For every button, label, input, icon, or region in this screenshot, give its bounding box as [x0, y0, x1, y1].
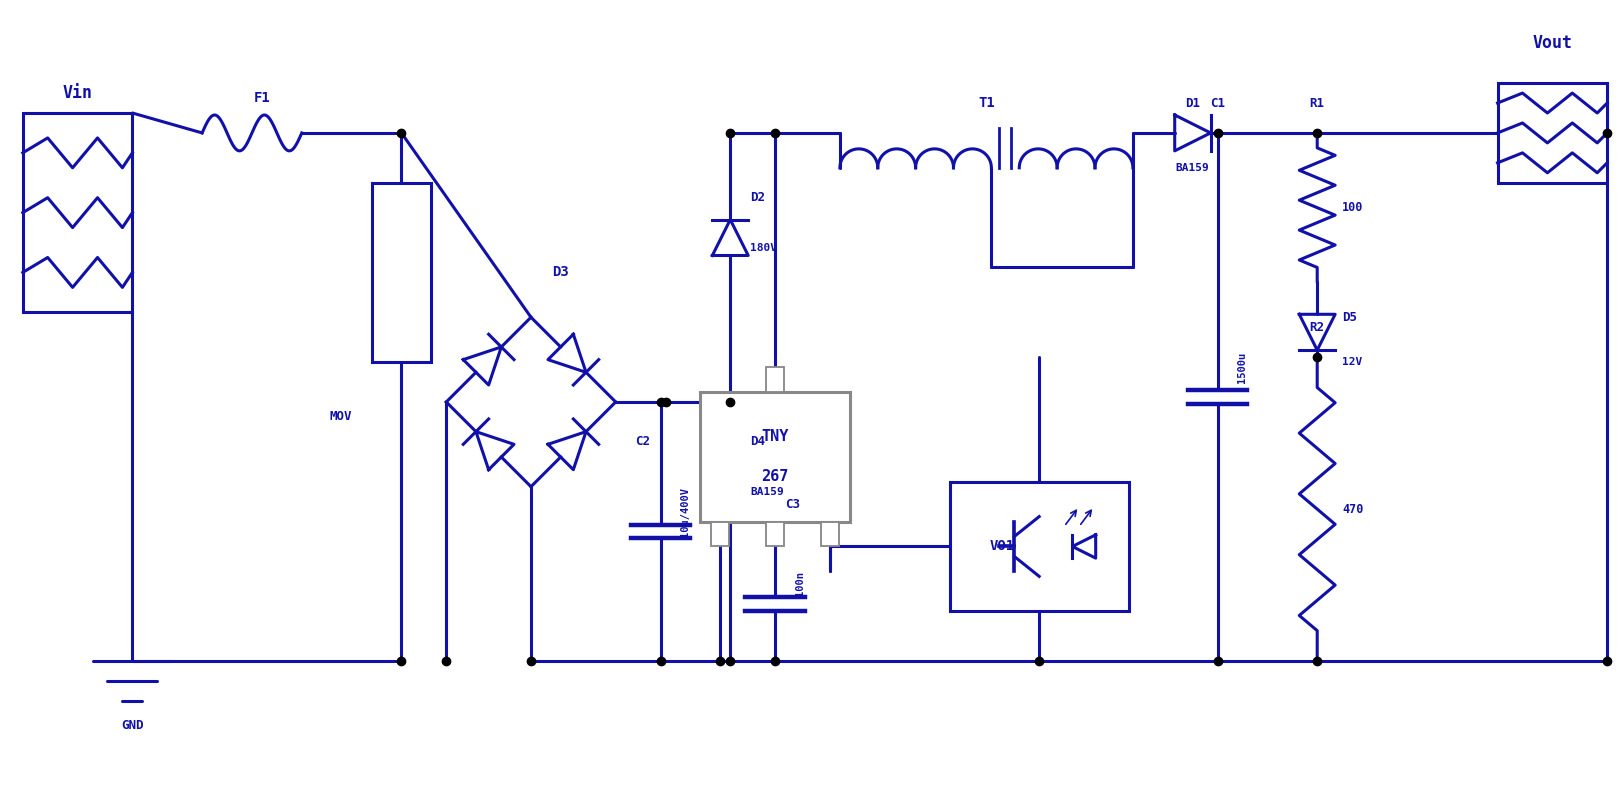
Text: BA159: BA159: [1176, 163, 1210, 173]
Bar: [766, 522, 784, 546]
Text: C1: C1: [1210, 97, 1225, 109]
Bar: [711, 522, 729, 546]
Text: 180V: 180V: [750, 242, 778, 253]
Text: R1: R1: [1309, 97, 1325, 109]
Bar: [23, 113, 133, 312]
Text: D4: D4: [750, 436, 765, 448]
Text: 470: 470: [1341, 503, 1364, 516]
Text: BA159: BA159: [750, 486, 784, 497]
Text: 10u/400V: 10u/400V: [680, 486, 690, 537]
Text: D1: D1: [1186, 97, 1200, 109]
Text: 1500u: 1500u: [1238, 352, 1247, 383]
Bar: [1497, 83, 1607, 183]
Text: R2: R2: [1309, 321, 1325, 333]
Text: D2: D2: [750, 191, 765, 204]
Text: T1: T1: [978, 96, 995, 110]
Text: 100: 100: [1341, 201, 1364, 214]
Text: D3: D3: [552, 265, 569, 280]
Text: VO1: VO1: [990, 539, 1014, 554]
Bar: [821, 522, 839, 546]
Bar: [700, 392, 851, 522]
Text: 12V: 12V: [1341, 357, 1362, 367]
Text: 267: 267: [761, 469, 789, 484]
Text: GND: GND: [122, 719, 144, 733]
Text: C3: C3: [786, 497, 800, 511]
Text: Vin: Vin: [63, 84, 92, 102]
Text: 100n: 100n: [795, 571, 805, 596]
Text: C2: C2: [635, 436, 651, 448]
Text: TNY: TNY: [761, 429, 789, 444]
Bar: [949, 482, 1129, 611]
Text: F1: F1: [254, 91, 271, 105]
Bar: [371, 183, 431, 362]
Text: D5: D5: [1341, 310, 1358, 324]
Bar: [766, 367, 784, 392]
Text: MOV: MOV: [329, 410, 352, 424]
Text: Vout: Vout: [1533, 34, 1573, 52]
